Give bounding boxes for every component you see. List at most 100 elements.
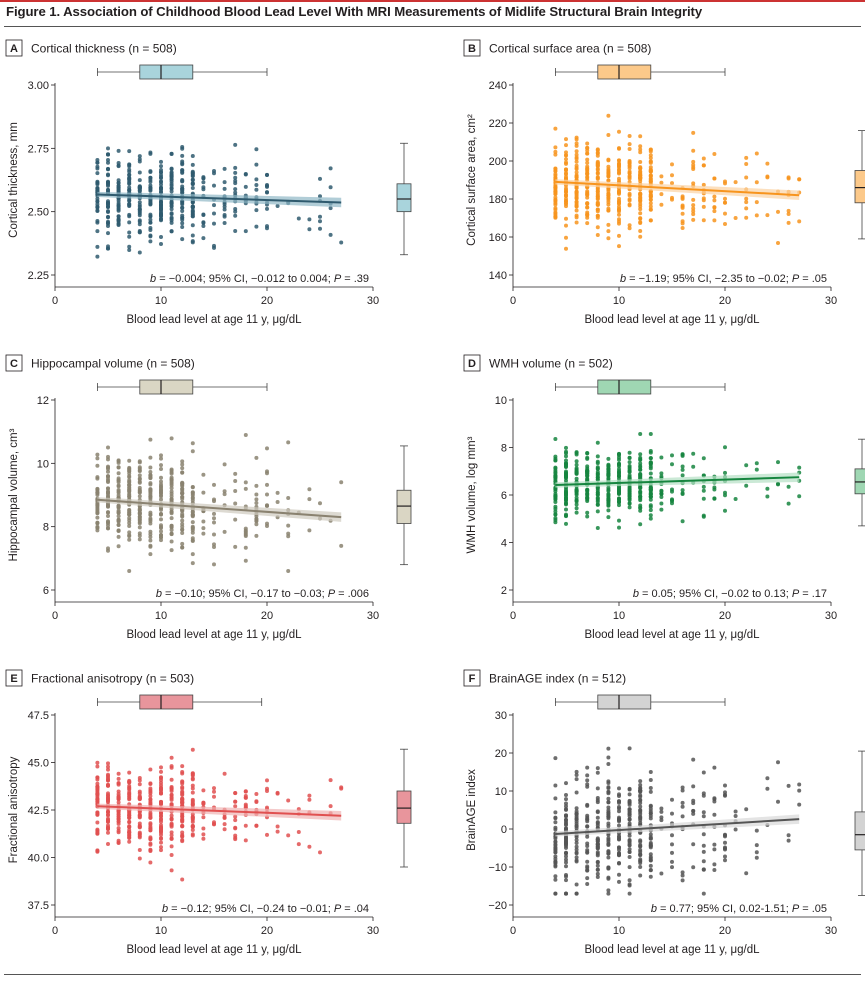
x-tick-label: 20 xyxy=(261,925,273,937)
confidence-band xyxy=(555,472,800,488)
panel-letter: A xyxy=(10,43,18,55)
data-point xyxy=(275,499,280,504)
data-point xyxy=(106,761,110,766)
data-point xyxy=(733,827,738,832)
data-point xyxy=(148,234,153,239)
data-point xyxy=(127,149,132,154)
data-point xyxy=(701,196,706,201)
data-point xyxy=(606,796,611,801)
data-point xyxy=(212,789,216,794)
data-point xyxy=(638,204,643,209)
data-point xyxy=(95,503,100,508)
data-point xyxy=(627,798,632,803)
data-point xyxy=(691,148,696,153)
data-point xyxy=(648,471,653,476)
confidence-band xyxy=(97,803,342,821)
data-point xyxy=(595,209,600,214)
y-tick-label: 160 xyxy=(489,232,507,244)
panel-c: C Hippocampal volume (n = 508) 6 8 10 12 0 10 20… xyxy=(5,354,412,641)
data-point xyxy=(680,870,685,875)
data-point xyxy=(595,846,600,851)
stats-annotation: b = −0.12; 95% CI, −0.24 to −0.01; P = .… xyxy=(162,903,369,915)
data-point xyxy=(617,167,621,172)
data-point xyxy=(137,465,142,470)
data-point xyxy=(106,205,110,210)
data-point xyxy=(564,223,568,228)
data-point xyxy=(723,508,727,513)
data-point xyxy=(127,234,132,239)
data-point xyxy=(116,534,121,539)
data-point xyxy=(585,151,590,156)
data-point xyxy=(691,842,696,847)
panel-letter: C xyxy=(10,358,18,370)
data-point xyxy=(137,204,142,209)
confidence-band xyxy=(97,191,342,208)
data-point xyxy=(638,815,643,820)
data-point xyxy=(574,834,579,839)
data-point xyxy=(648,816,653,821)
data-point xyxy=(116,164,121,169)
data-point xyxy=(659,507,664,512)
data-point xyxy=(169,183,174,188)
data-point xyxy=(638,489,643,494)
data-point xyxy=(212,786,216,791)
data-point xyxy=(106,783,110,788)
data-point xyxy=(574,855,579,860)
data-point xyxy=(627,847,632,852)
data-point xyxy=(670,859,674,864)
data-point xyxy=(106,826,110,831)
y-tick-label: 200 xyxy=(489,156,507,168)
data-point xyxy=(169,795,174,800)
data-point xyxy=(201,832,206,837)
data-point xyxy=(553,191,558,196)
data-point xyxy=(648,836,653,841)
data-point xyxy=(574,159,579,164)
data-point xyxy=(691,801,696,806)
data-point xyxy=(95,180,100,185)
data-point xyxy=(233,209,238,214)
data-point xyxy=(148,836,153,841)
data-point xyxy=(180,877,185,882)
data-point xyxy=(712,842,717,847)
data-point xyxy=(680,219,685,224)
data-point xyxy=(106,215,110,220)
data-point xyxy=(222,220,227,225)
box-body xyxy=(854,811,865,851)
data-point xyxy=(564,188,568,193)
data-point xyxy=(606,132,611,137)
y-tick-label: 12 xyxy=(37,395,49,407)
stats-annotation: b = −0.10; 95% CI, −0.17 to −0.03; P = .… xyxy=(156,588,369,600)
data-point xyxy=(328,206,333,211)
data-point xyxy=(648,840,653,845)
data-point xyxy=(212,183,216,188)
data-point xyxy=(564,864,568,869)
data-point xyxy=(648,845,653,850)
data-point xyxy=(116,840,121,845)
data-point xyxy=(648,207,653,212)
data-point xyxy=(254,162,259,167)
data-point xyxy=(148,437,153,442)
data-point xyxy=(127,185,132,190)
data-point xyxy=(127,230,132,235)
data-point xyxy=(159,494,163,499)
data-point xyxy=(127,172,132,177)
data-point xyxy=(106,526,110,531)
data-point xyxy=(159,235,163,240)
data-point xyxy=(553,214,558,219)
data-point xyxy=(328,185,333,190)
data-point xyxy=(159,517,163,522)
data-point xyxy=(137,511,142,516)
data-point xyxy=(233,517,238,522)
x-axis-label: Blood lead level at age 11 y, μg/dL xyxy=(585,314,761,326)
panel-d: D WMH volume (n = 502) 2 4 6 8 10 0 10 20 30 Blood … xyxy=(463,354,865,641)
data-point xyxy=(585,859,590,864)
data-point xyxy=(701,843,706,848)
data-point xyxy=(190,178,195,183)
data-point xyxy=(595,232,600,237)
data-point xyxy=(595,786,600,791)
data-point xyxy=(595,815,600,820)
data-point xyxy=(564,891,568,896)
data-point xyxy=(574,510,579,515)
data-point xyxy=(595,853,600,858)
data-point xyxy=(169,229,174,234)
